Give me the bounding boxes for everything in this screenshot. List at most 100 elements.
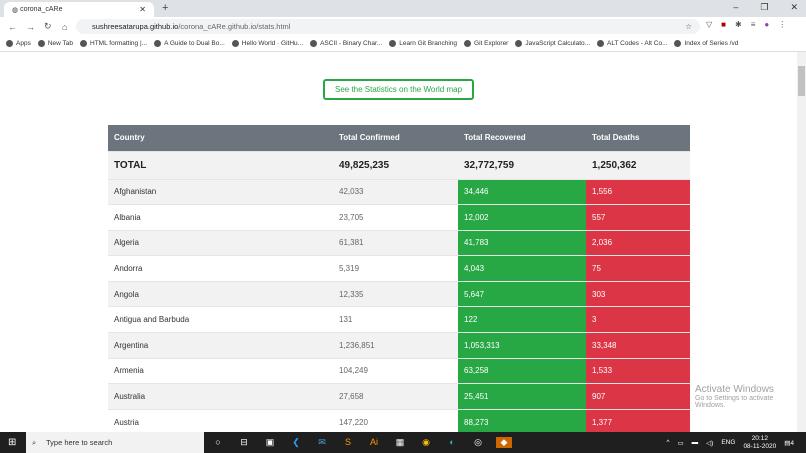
bookmark-item[interactable]: Learn Git Branching [389,39,457,47]
unity-icon[interactable]: ◆ [496,437,512,448]
bookmark-star-icon[interactable]: ☆ [685,22,692,31]
bookmark-item[interactable]: A Guide to Dual Bo... [154,39,225,47]
bookmark-item[interactable]: Apps [6,39,31,47]
recovered-cell: 1,053,313 [458,332,586,359]
store-icon[interactable]: ▣ [265,437,275,447]
language-indicator[interactable]: ENG [721,439,736,446]
windows-start-icon[interactable]: ⊞ [8,437,17,448]
confirmed-cell: 5,319 [333,255,458,282]
browser-tab[interactable]: ◍ corona_cARe ✕ [4,2,154,17]
bookmark-favicon-icon [154,39,162,47]
sublime-icon[interactable]: S [344,437,351,447]
reading-list-icon[interactable]: ≡ [750,20,756,29]
world-map-button[interactable]: See the Statistics on the World map [323,79,474,100]
bookmark-favicon-icon [515,39,523,47]
back-icon[interactable]: ← [8,21,17,32]
avatar[interactable]: ● [764,20,770,29]
task-view-icon[interactable]: ⊟ [240,437,248,447]
taskbar-search[interactable]: ⌕ Type here to search [26,432,204,453]
search-icon: ⌕ [32,437,37,447]
deaths-cell: 75 [586,255,690,282]
address-bar-row: ← → ↻ ⌂ sushreesatarupa.github.io/corona_cA… [0,17,806,36]
stats-table: Country Total Confirmed Total Recovered … [108,125,690,432]
tab-title: corona_cARe [20,6,63,13]
minimize-icon[interactable]: – [733,2,739,12]
app2-icon[interactable]: ◎ [474,437,482,447]
notification-icon[interactable]: ▤4 [784,439,794,447]
menu-icon[interactable]: ⋮ [778,20,787,29]
bookmark-favicon-icon [597,39,605,47]
table-row: Argentina 1,236,851 1,053,313 33,348 [108,332,690,359]
tray-chevron-icon[interactable]: ^ [666,439,670,446]
edge-icon[interactable]: ◐ [449,437,455,447]
bookmark-label: New Tab [47,40,73,48]
header-confirmed: Total Confirmed [333,125,458,151]
country-cell: Albania [108,204,333,231]
home-icon[interactable]: ⌂ [62,21,68,32]
pdf-extension-icon[interactable]: ■ [721,20,726,29]
scrollbar[interactable] [797,52,806,432]
reload-icon[interactable]: ↻ [44,21,52,31]
bookmark-item[interactable]: New Tab [37,39,73,48]
bookmark-item[interactable]: JavaScript Calculato... [515,39,591,48]
bookmark-favicon-icon [80,39,87,47]
recovered-cell: 63,258 [458,357,586,384]
confirmed-cell: 104,249 [333,357,458,384]
bookmark-item[interactable]: Git Explorer [464,39,508,47]
bookmark-item[interactable]: ALT Codes - Alt Co... [597,39,667,47]
close-window-icon[interactable]: ✕ [790,2,798,12]
bookmarks-bar: Apps New Tab HTML formatting |... A Guide t… [0,36,806,52]
url-input[interactable]: sushreesatarupa.github.io/corona_cARe.gi… [76,19,700,34]
vscode-icon[interactable]: ❮ [292,437,300,447]
bookmark-favicon-icon [674,39,682,47]
table-row: Andorra 5,319 4,043 75 [108,255,690,282]
mail-icon[interactable]: ✉ [318,437,326,447]
bookmark-label: JavaScript Calculato... [525,40,591,48]
bookmark-item[interactable]: Hello World · GitHu... [231,39,303,47]
new-tab-button[interactable]: + [162,2,169,14]
country-cell: Antigua and Barbuda [108,306,333,333]
search-placeholder: Type here to search [46,438,113,447]
header-deaths: Total Deaths [586,125,690,151]
deaths-cell: 557 [586,204,690,231]
confirmed-cell: 1,236,851 [333,332,458,359]
volume-icon[interactable]: ◁) [706,439,714,447]
recovered-cell: 4,043 [458,255,586,282]
recovered-cell: 88,273 [458,408,586,432]
puzzle-icon[interactable]: ✱ [735,20,742,29]
restore-icon[interactable]: ❐ [760,2,769,12]
battery-icon[interactable]: ▬ [691,439,699,446]
bookmark-item[interactable]: Index of Series /vd [674,39,738,47]
deaths-cell: 303 [586,280,690,307]
country-cell: Austria [108,408,333,432]
extension-icon[interactable]: ▽ [706,20,713,29]
table-row: Albania 23,705 12,002 557 [108,204,690,231]
total-confirmed: 49,825,235 [333,150,458,179]
activation-watermark: Activate Windows Go to Settings to activa… [695,384,795,409]
confirmed-cell: 147,220 [333,408,458,432]
close-tab-icon[interactable]: ✕ [139,5,146,14]
network-icon[interactable]: ▭ [677,439,684,447]
country-cell: Andorra [108,255,333,282]
taskbar: ⊞ ⌕ Type here to search ○ ⊟ ▣ ❮ ✉ S Ai ▦ ◉ ◐ ◎ ◆ ^ ▭ ▬… [0,432,806,453]
bookmark-favicon-icon [464,39,472,47]
watermark-subtitle: Go to Settings to activate Windows. [695,395,774,409]
notification-count: 4 [790,439,794,447]
country-cell: Algeria [108,229,333,256]
clock[interactable]: 20:12 08-11-2020 [743,435,776,451]
illustrator-icon[interactable]: Ai [369,437,378,447]
deaths-cell: 1,533 [586,357,690,384]
confirmed-cell: 23,705 [333,204,458,231]
app-icon[interactable]: ▦ [395,437,405,447]
recovered-cell: 12,002 [458,204,586,231]
bookmark-item[interactable]: ASCII - Binary Char... [310,39,383,48]
scrollbar-thumb[interactable] [798,66,805,96]
bookmark-label: HTML formatting |... [90,40,148,48]
cortana-icon[interactable]: ○ [215,437,221,447]
forward-icon[interactable]: → [26,21,35,32]
bookmark-label: ASCII - Binary Char... [320,40,383,48]
bookmark-item[interactable]: HTML formatting |... [80,39,148,48]
chrome-icon[interactable]: ◉ [422,437,430,447]
table-row: Angola 12,335 5,647 303 [108,280,690,307]
country-cell: Australia [108,383,333,410]
